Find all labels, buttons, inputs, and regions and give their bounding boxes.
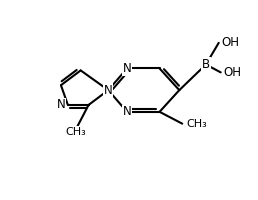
Text: N: N [123,105,131,118]
Text: OH: OH [224,66,242,79]
Text: N: N [104,84,113,97]
Text: N: N [123,62,131,75]
Text: OH: OH [222,36,240,49]
Text: N: N [57,98,66,111]
Text: CH₃: CH₃ [65,127,86,137]
Text: B: B [202,58,210,71]
Text: CH₃: CH₃ [186,119,207,129]
